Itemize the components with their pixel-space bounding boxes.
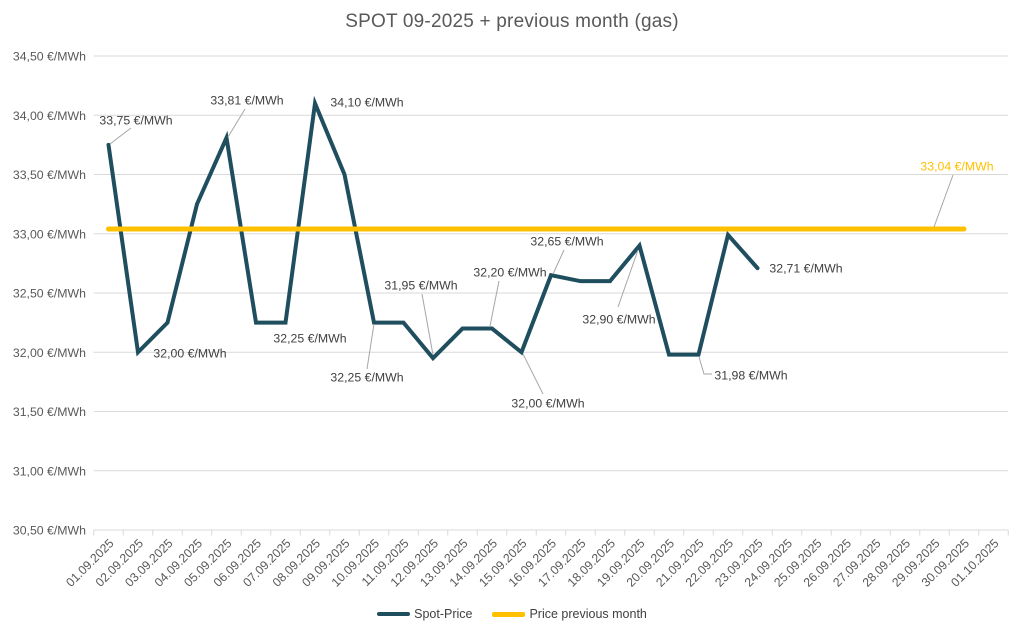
data-label: 32,65 €/MWh [530, 235, 603, 249]
data-label-leader [366, 323, 375, 370]
y-axis-tick-label: 31,00 €/MWh [13, 464, 86, 478]
data-label-leader [421, 293, 434, 356]
legend-item-spot-price: Spot-Price [377, 607, 472, 621]
data-label-leader [933, 174, 954, 228]
data-label: 32,71 €/MWh [769, 262, 842, 276]
data-label: 33,81 €/MWh [210, 94, 283, 108]
y-axis-tick-label: 31,50 €/MWh [13, 405, 86, 419]
legend-label-spot-price: Spot-Price [414, 607, 473, 621]
y-axis-tick-label: 34,50 €/MWh [13, 50, 86, 64]
y-axis-tick-label: 33,50 €/MWh [13, 168, 86, 182]
data-label: 31,98 €/MWh [714, 369, 787, 383]
data-label-leader [227, 108, 246, 138]
data-label: 33,75 €/MWh [99, 114, 172, 128]
data-label-leader [698, 356, 712, 375]
data-label-leader [552, 249, 565, 275]
spot-price-line-swatch [377, 612, 411, 616]
y-axis-tick-label: 30,50 €/MWh [13, 524, 86, 538]
previous-month-line-swatch [492, 611, 526, 617]
data-label: 31,95 €/MWh [384, 279, 457, 293]
y-axis-tick-label: 32,50 €/MWh [13, 287, 86, 301]
data-label: 32,25 €/MWh [273, 332, 346, 346]
y-axis-tick-label: 33,00 €/MWh [13, 227, 86, 241]
y-axis-tick-label: 32,00 €/MWh [13, 346, 86, 360]
spot-price-line [106, 95, 760, 362]
legend-label-previous-month: Price previous month [529, 607, 647, 621]
data-label: 34,10 €/MWh [330, 96, 403, 110]
data-label: 33,04 €/MWh [920, 160, 993, 174]
data-label-leader [489, 280, 500, 327]
data-label-leader [617, 249, 639, 308]
chart-title: SPOT 09-2025 + previous month (gas) [345, 11, 679, 32]
y-axis-tick-label: 34,00 €/MWh [13, 109, 86, 123]
data-label: 32,90 €/MWh [582, 313, 655, 327]
legend: Spot-Price Price previous month [0, 607, 1024, 621]
data-label: 32,00 €/MWh [153, 347, 226, 361]
data-label-leader [109, 127, 132, 145]
data-label: 32,00 €/MWh [511, 397, 584, 411]
data-label: 32,20 €/MWh [473, 266, 546, 280]
data-label: 32,25 €/MWh [330, 371, 403, 385]
data-label-leader [522, 353, 544, 395]
legend-item-previous-month: Price previous month [492, 607, 647, 621]
